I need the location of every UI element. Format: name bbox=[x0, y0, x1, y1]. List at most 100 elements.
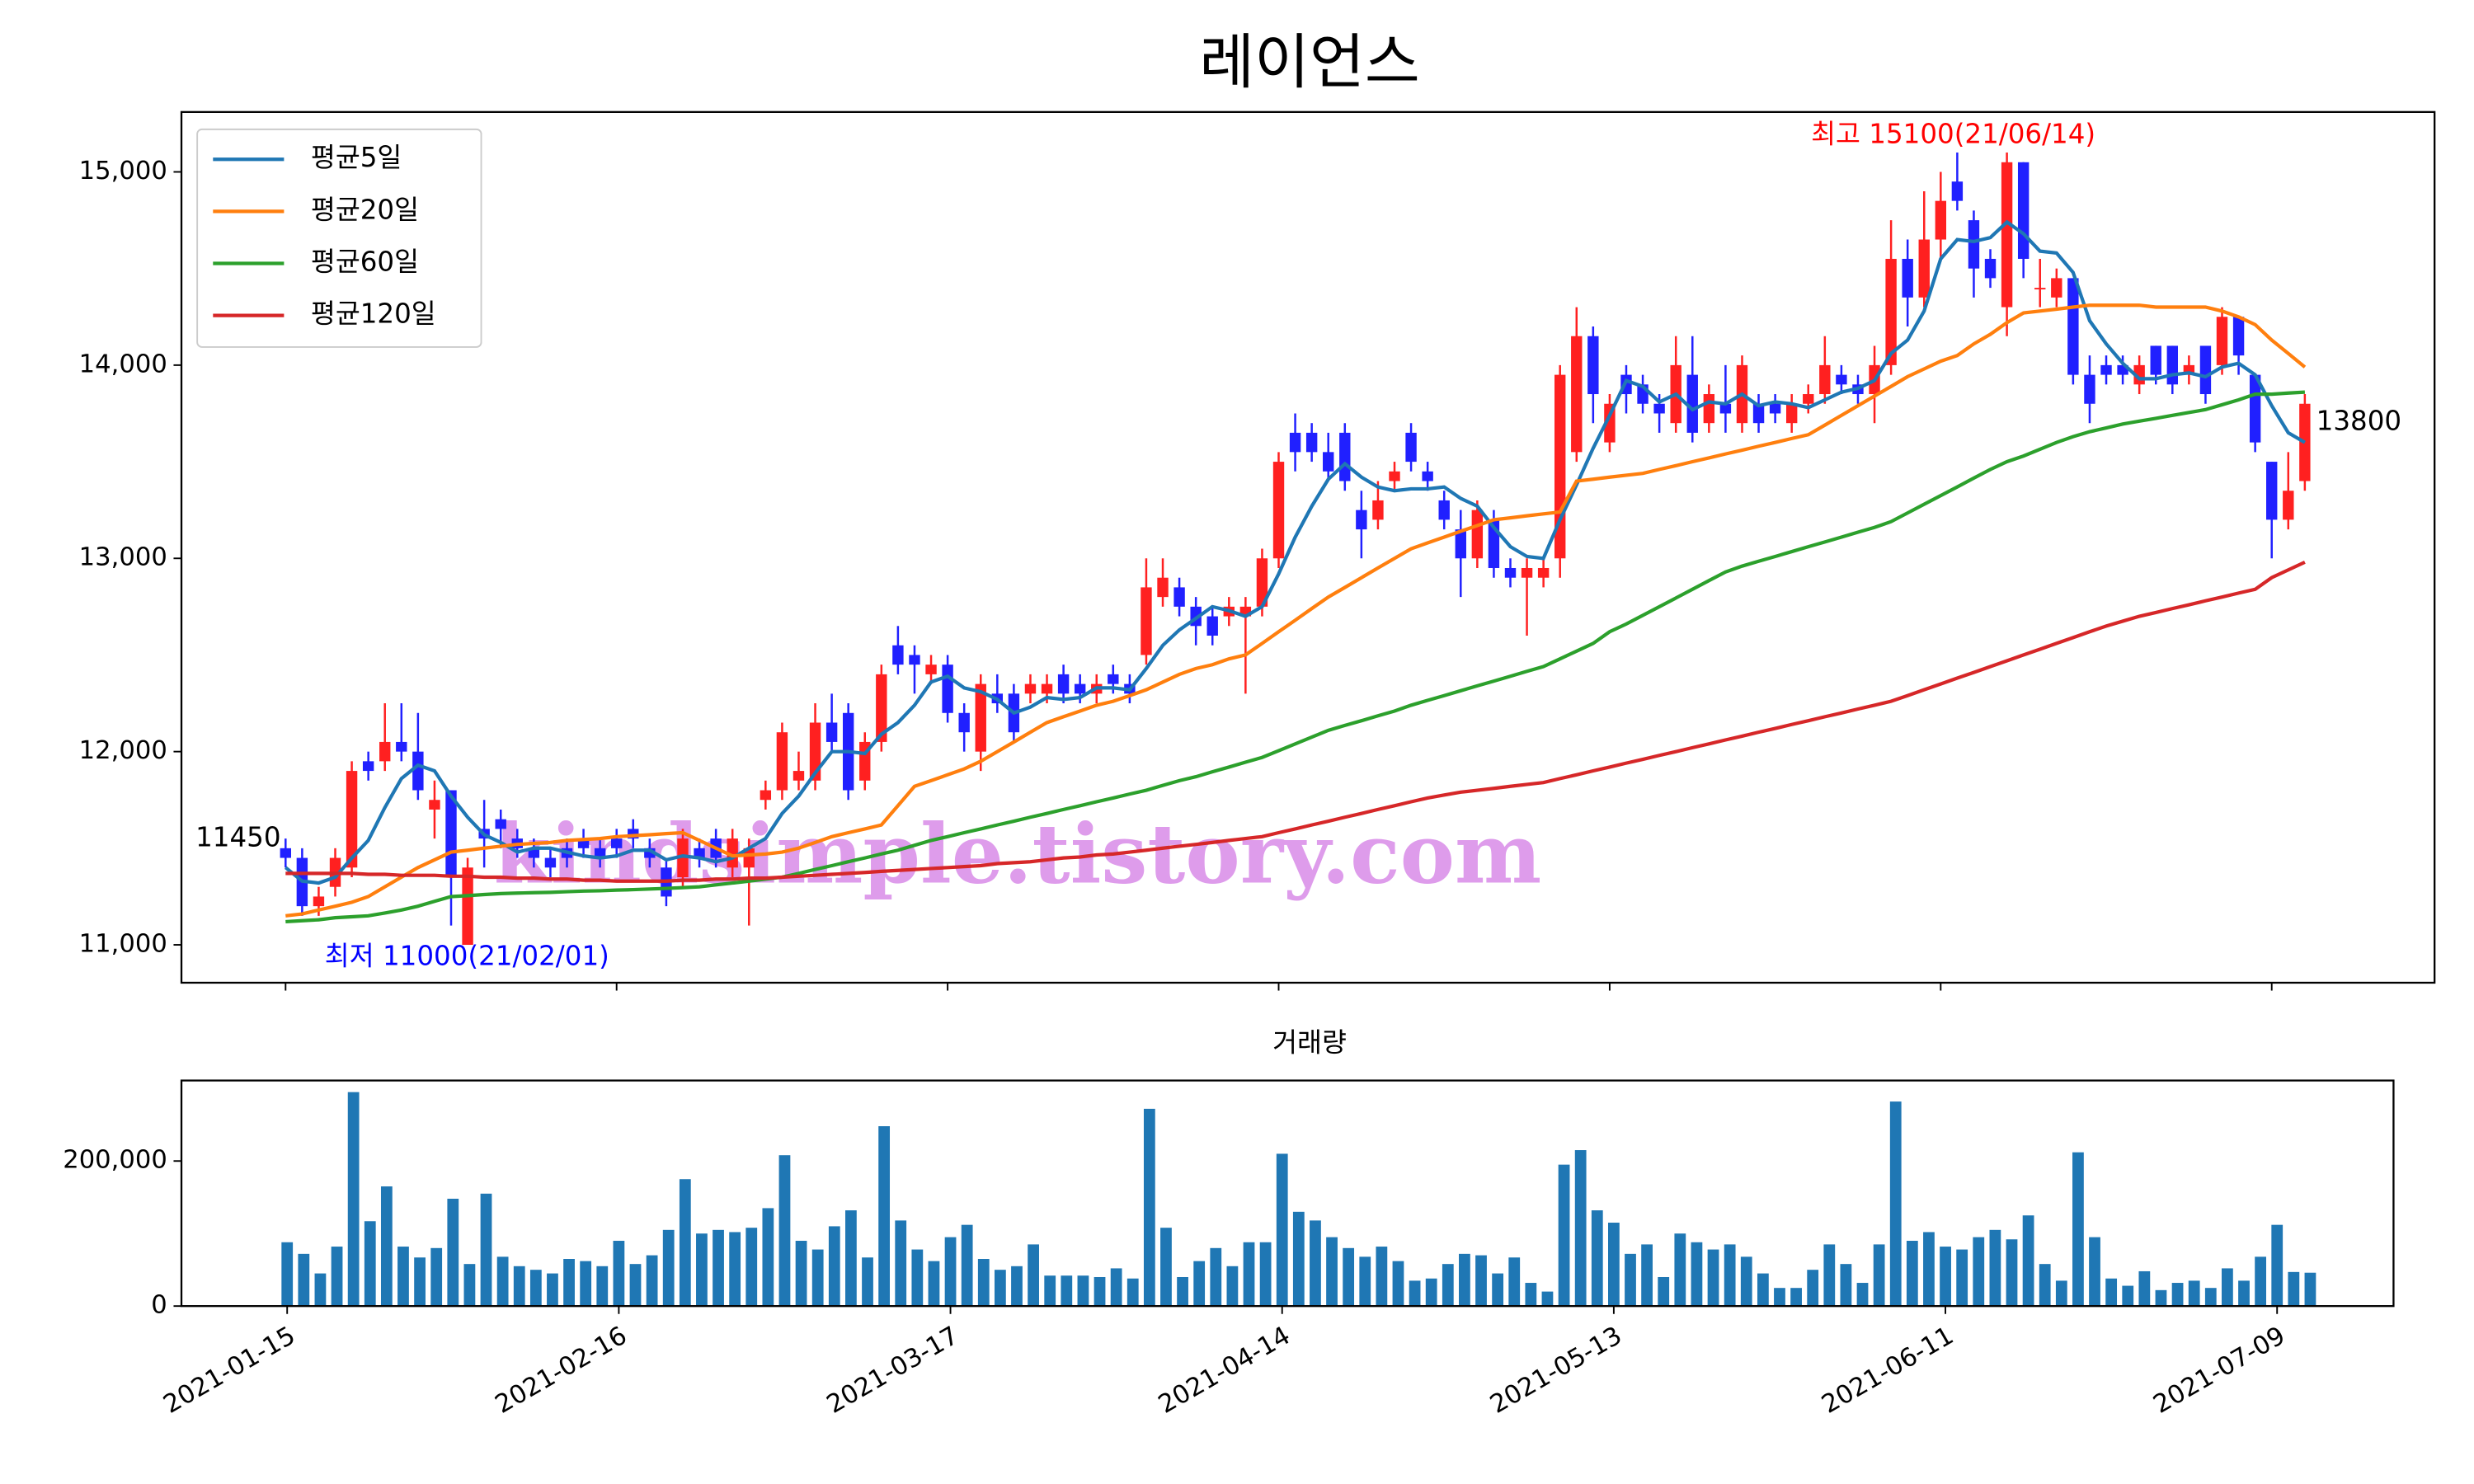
candle-body bbox=[958, 712, 970, 733]
y-tick-label: 14,000 bbox=[79, 350, 167, 378]
volume-bar bbox=[2105, 1278, 2118, 1307]
volume-bar bbox=[1475, 1255, 1487, 1307]
volume-bar bbox=[480, 1193, 492, 1307]
volume-bar bbox=[795, 1241, 807, 1307]
volume-bar bbox=[944, 1237, 957, 1307]
max-annotation: 최고 15100(21/06/14) bbox=[1811, 119, 2095, 150]
legend-label: 평균60일 bbox=[311, 247, 419, 278]
x-tick-label: 2021-02-16 bbox=[491, 1322, 633, 1420]
candle-body bbox=[1819, 364, 1831, 395]
candle-body bbox=[2166, 345, 2178, 385]
volume-bar bbox=[2304, 1272, 2316, 1307]
candle-body bbox=[1587, 336, 1599, 395]
x-tick-label: 2021-03-17 bbox=[822, 1322, 964, 1420]
candle-body bbox=[1769, 403, 1781, 414]
candle-body bbox=[2249, 374, 2261, 443]
volume-bar bbox=[430, 1247, 443, 1307]
candle-body bbox=[1239, 606, 1252, 617]
candle-body bbox=[1984, 258, 1997, 279]
candle-body bbox=[412, 751, 424, 791]
candle-body bbox=[1653, 403, 1665, 414]
candle-body bbox=[528, 848, 540, 858]
volume-bar bbox=[2255, 1256, 2267, 1307]
candle-body bbox=[1108, 674, 1119, 684]
y-tick-label: 12,000 bbox=[79, 736, 167, 765]
candle-body bbox=[2232, 317, 2245, 356]
volume-bar bbox=[447, 1198, 459, 1307]
volume-bar bbox=[1724, 1244, 1736, 1307]
candle-body bbox=[1389, 471, 1400, 481]
volume-bar bbox=[1425, 1278, 1437, 1307]
volume-bar bbox=[463, 1264, 476, 1307]
candle-body bbox=[2051, 278, 2062, 298]
candle-body bbox=[776, 732, 788, 791]
candle-body bbox=[1305, 432, 1318, 453]
volume-bar bbox=[1558, 1164, 1570, 1307]
volume-bar bbox=[1889, 1101, 1902, 1307]
y-tick-label: 13,000 bbox=[79, 543, 167, 572]
volume-bar bbox=[1226, 1266, 1239, 1307]
volume-bar bbox=[1807, 1270, 1819, 1307]
candle-body bbox=[760, 790, 772, 801]
volume-bar bbox=[1591, 1210, 1603, 1307]
volume-bar bbox=[2006, 1239, 2018, 1307]
volume-bar bbox=[1873, 1244, 1885, 1307]
volume-bar bbox=[845, 1210, 857, 1307]
volume-bar bbox=[862, 1257, 873, 1307]
candle-body bbox=[1356, 510, 1367, 530]
volume-bar bbox=[1044, 1275, 1056, 1307]
candle-body bbox=[1471, 510, 1484, 559]
candle-body bbox=[809, 722, 821, 781]
volume-bar bbox=[1392, 1261, 1404, 1307]
candle-body bbox=[1537, 567, 1550, 578]
candle-body bbox=[495, 819, 506, 829]
candle-body bbox=[1041, 683, 1053, 694]
legend-label: 평균20일 bbox=[311, 194, 419, 225]
candle-body bbox=[942, 665, 953, 713]
volume-bar bbox=[1326, 1237, 1338, 1307]
candle-body bbox=[876, 674, 887, 742]
candle-body bbox=[1272, 462, 1285, 559]
candle-body bbox=[2067, 278, 2079, 375]
volume-bar bbox=[679, 1179, 691, 1307]
volume-bar bbox=[1343, 1247, 1355, 1307]
volume-bar bbox=[1409, 1280, 1421, 1307]
candle-body bbox=[1803, 394, 1814, 404]
ma-line bbox=[285, 390, 2306, 924]
volume-bar bbox=[596, 1266, 609, 1307]
candle-body bbox=[1174, 587, 1185, 607]
volume-bar bbox=[1276, 1153, 1288, 1307]
volume-bar bbox=[2238, 1280, 2250, 1307]
volume-bar bbox=[1359, 1256, 1371, 1307]
volume-title: 거래량 bbox=[1272, 1027, 1347, 1059]
volume-bar bbox=[895, 1220, 907, 1307]
candle-body bbox=[462, 867, 473, 946]
candle-body bbox=[909, 655, 920, 665]
volume-bar bbox=[1906, 1241, 1918, 1307]
volume-bar bbox=[1790, 1288, 1802, 1307]
volume-bar bbox=[2089, 1237, 2100, 1307]
volume-bar bbox=[1574, 1150, 1587, 1307]
volume-bar bbox=[496, 1256, 509, 1307]
candle-body bbox=[2117, 364, 2128, 375]
volume-bar bbox=[778, 1155, 791, 1307]
volume-bar bbox=[811, 1249, 824, 1307]
x-tick-label: 2021-05-13 bbox=[1485, 1322, 1627, 1420]
volume-bar bbox=[911, 1249, 924, 1307]
legend-label: 평균120일 bbox=[311, 298, 436, 330]
volume-bar bbox=[696, 1233, 708, 1307]
ma-line bbox=[284, 219, 2306, 885]
candle-body bbox=[975, 683, 986, 752]
candle-body bbox=[1504, 567, 1517, 578]
volume-bar bbox=[1442, 1264, 1454, 1307]
candle-body bbox=[694, 848, 705, 858]
candle-body bbox=[1438, 500, 1450, 520]
volume-bar bbox=[646, 1255, 658, 1307]
candle-body bbox=[396, 741, 407, 752]
candle-body bbox=[2017, 162, 2030, 259]
volume-bar bbox=[563, 1259, 575, 1307]
candle-body bbox=[892, 645, 904, 665]
min-annotation: 최저 11000(21/02/01) bbox=[325, 940, 609, 971]
volume-bar bbox=[1674, 1233, 1686, 1307]
